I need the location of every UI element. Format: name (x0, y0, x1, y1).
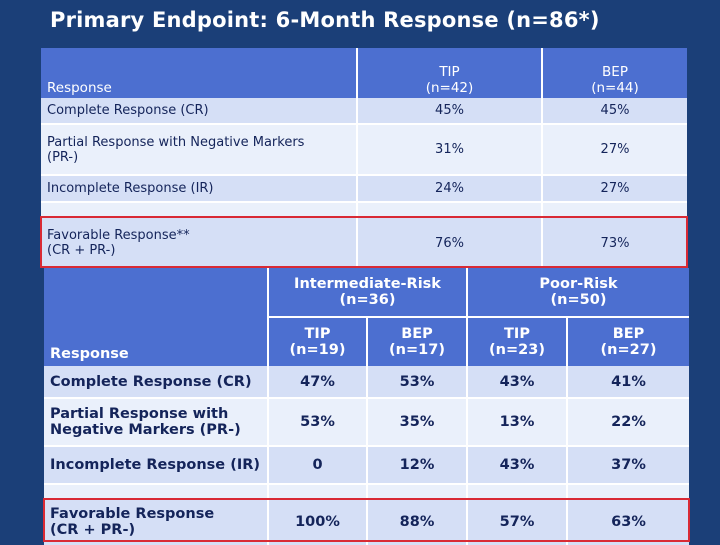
row-label: Favorable Response** (CR + PR-) (47, 228, 190, 258)
cell-tip: 24% (356, 174, 542, 202)
table-spacer-row (44, 483, 689, 499)
cell-value: 41% (566, 366, 689, 398)
header-response: Response (47, 80, 112, 96)
table-row: Incomplete Response (IR) 0 12% 43% 37% (44, 445, 689, 484)
header-response: Response (50, 346, 129, 362)
header-poor-tip: TIP (n=23) (466, 316, 567, 366)
cell-value: 53% (267, 397, 367, 446)
page-title: Primary Endpoint: 6-Month Response (n=86… (50, 8, 600, 32)
table-row: Incomplete Response (IR) 24% 27% (41, 174, 687, 202)
row-label: Incomplete Response (IR) (44, 445, 268, 484)
risk-group-response-table: Response Intermediate-Risk (n=36) Poor-Ri… (44, 268, 689, 545)
table-row: Complete Response (CR) 45% 45% (41, 98, 687, 124)
cell-value: 63% (566, 499, 689, 545)
cell-bep: 73% (541, 218, 687, 268)
row-label: Partial Response with Negative Markers (P… (41, 123, 357, 175)
table-row: Complete Response (CR) 47% 53% 43% 41% (44, 366, 689, 398)
row-label: Favorable Response (CR + PR-) (50, 506, 215, 538)
cell-tip: 45% (356, 98, 542, 124)
cell-tip: 76% (356, 218, 542, 268)
table-header-row: Response Intermediate-Risk (n=36) Poor-Ri… (44, 268, 689, 362)
cell-value: 100% (267, 499, 367, 545)
table-spacer-row (41, 201, 687, 218)
header-tip: TIP (n=42) (356, 48, 542, 98)
row-label: Complete Response (CR) (50, 373, 252, 390)
cell-value: 88% (366, 499, 467, 545)
row-label: Partial Response with Negative Markers (P… (44, 397, 268, 446)
header-bep: BEP (n=44) (541, 48, 687, 98)
header-int-tip: TIP (n=19) (267, 316, 367, 366)
overall-response-table: Response TIP (n=42) BEP (n=44) Complete Re… (41, 48, 687, 268)
header-poor-bep: BEP (n=27) (566, 316, 689, 366)
cell-bep: 27% (541, 123, 687, 175)
cell-bep: 27% (541, 174, 687, 202)
cell-value: 12% (366, 445, 467, 484)
header-intermediate-risk: Intermediate-Risk (n=36) (267, 268, 467, 317)
cell-value: 13% (466, 397, 567, 446)
header-int-bep: BEP (n=17) (366, 316, 467, 366)
header-poor-risk: Poor-Risk (n=50) (466, 268, 689, 317)
table-row: Favorable Response** (CR + PR-) 76% 73% (41, 218, 687, 268)
cell-value: 0 (267, 445, 367, 484)
cell-value: 37% (566, 445, 689, 484)
table-row: Partial Response with Negative Markers (P… (44, 397, 689, 446)
table-row: Favorable Response (CR + PR-) 100% 88% 57… (44, 499, 689, 545)
cell-value: 53% (366, 366, 467, 398)
row-label: Complete Response (CR) (47, 103, 209, 118)
cell-bep: 45% (541, 98, 687, 124)
cell-value: 35% (366, 397, 467, 446)
row-label: Incomplete Response (IR) (41, 174, 357, 202)
table-header-row: Response TIP (n=42) BEP (n=44) (41, 48, 687, 98)
table-row: Partial Response with Negative Markers (P… (41, 123, 687, 175)
cell-value: 22% (566, 397, 689, 446)
cell-tip: 31% (356, 123, 542, 175)
cell-value: 43% (466, 445, 567, 484)
cell-value: 57% (466, 499, 567, 545)
cell-value: 43% (466, 366, 567, 398)
cell-value: 47% (267, 366, 367, 398)
